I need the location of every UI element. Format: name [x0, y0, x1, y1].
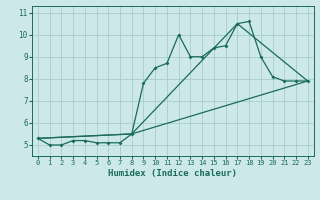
X-axis label: Humidex (Indice chaleur): Humidex (Indice chaleur): [108, 169, 237, 178]
